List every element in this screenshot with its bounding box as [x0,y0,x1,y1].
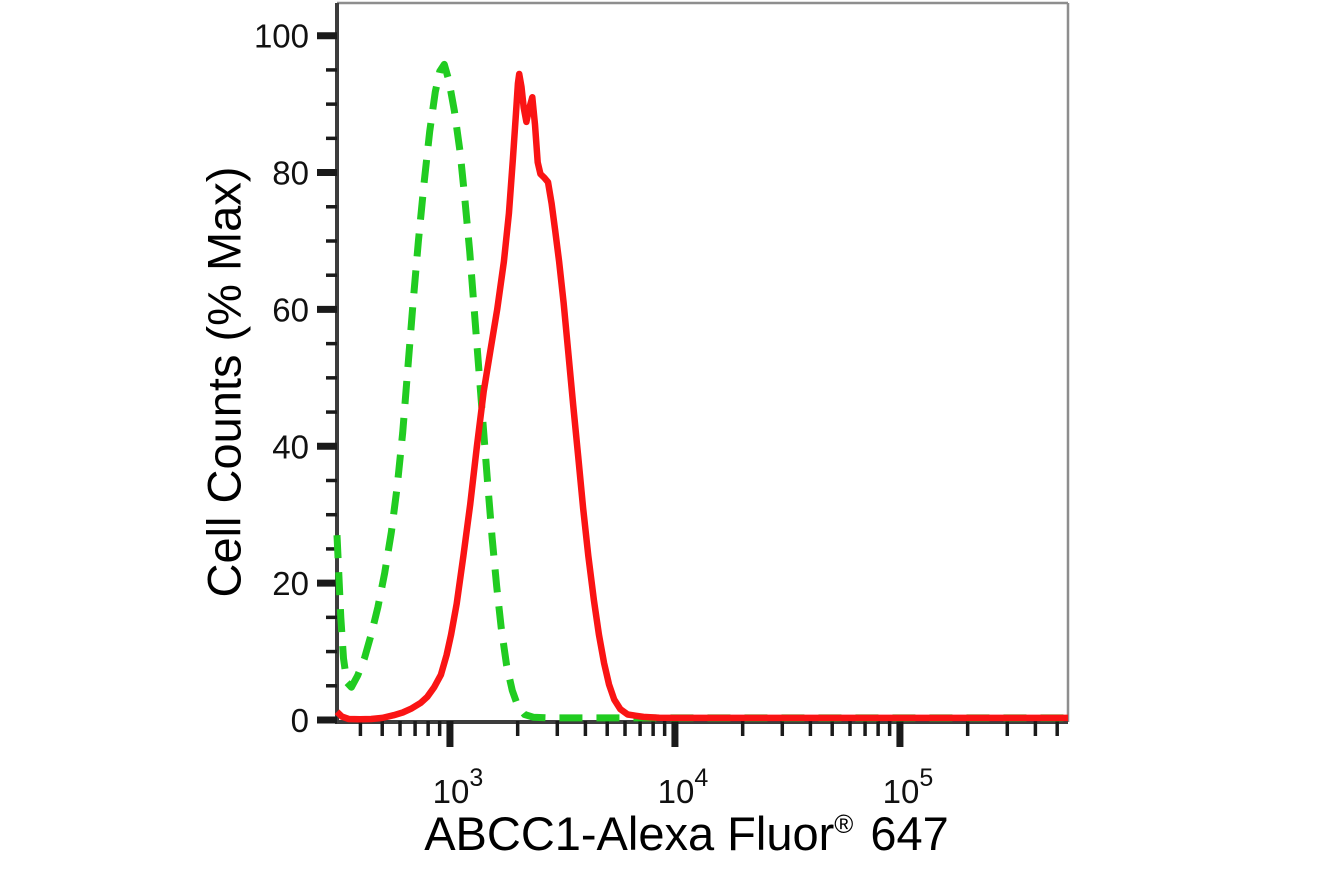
y-axis-title-text: Cell Counts (% Max) [197,166,251,598]
x-axis-ticks: 103 104 105 [358,721,1059,810]
y-tick-label: 100 [254,18,309,55]
x-axis-title-post: 647 [857,807,949,860]
x-tick-label: 105 [883,764,934,810]
y-tick-label: 20 [272,565,309,602]
y-tick-label: 0 [291,702,309,739]
x-tick-label: 103 [433,764,484,810]
y-tick-label: 80 [272,155,309,192]
registered-trademark-symbol: ® [834,811,854,840]
series-abcc1-alexa-fluor-647-curve [334,70,1068,723]
x-axis-title: ABCC1-Alexa Fluor® 647 [321,806,1052,861]
series-control-unstained-curve [333,60,1068,722]
y-tick-label: 60 [272,291,309,328]
y-axis-title: Cell Counts (% Max) [197,167,252,598]
x-tick-label: 104 [658,764,709,810]
y-tick-label: 40 [272,428,309,465]
x-axis-title-pre: ABCC1-Alexa Fluor [424,807,835,860]
y-axis-ticks: 0 20 40 60 80 100 [254,18,337,739]
